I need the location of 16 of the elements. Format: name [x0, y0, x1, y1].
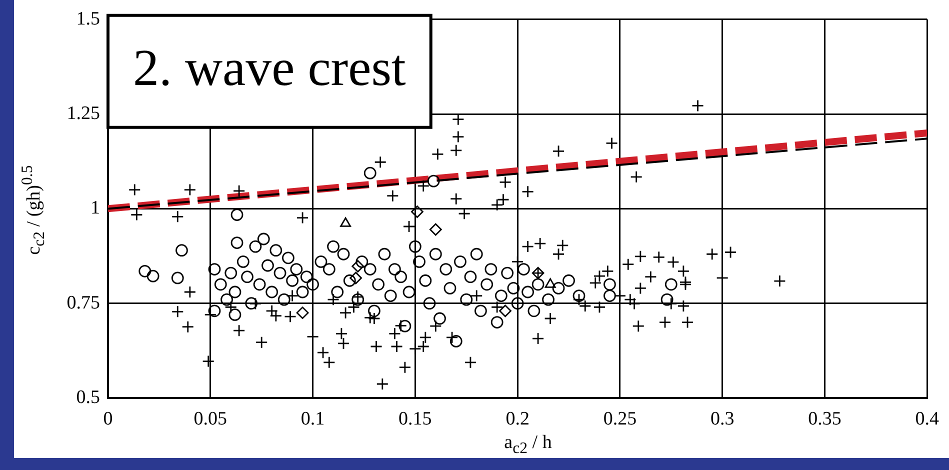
- y-tick-label: 0.75: [66, 292, 100, 314]
- y-tick-label: 1.5: [76, 8, 100, 30]
- y-tick-label: 1.25: [66, 103, 100, 124]
- chart-title: 2. wave crest: [133, 40, 406, 98]
- x-tick-label: 0.4: [915, 408, 940, 430]
- x-tick-label: 0.1: [300, 408, 325, 430]
- y-tick-label: 1: [90, 198, 100, 219]
- x-tick-label: 0.35: [808, 408, 842, 430]
- x-tick-label: 0: [103, 408, 113, 430]
- x-tick-label: 0.2: [506, 408, 530, 430]
- x-tick-label: 0.25: [603, 408, 637, 430]
- x-tick-label: 0.3: [710, 408, 734, 430]
- x-axis-title: a$_{c2}$ / h: [504, 432, 552, 458]
- x-tick-label: 0.15: [398, 408, 432, 430]
- x-tick-label: 0.05: [194, 408, 228, 430]
- y-tick-label: 0.5: [76, 386, 100, 408]
